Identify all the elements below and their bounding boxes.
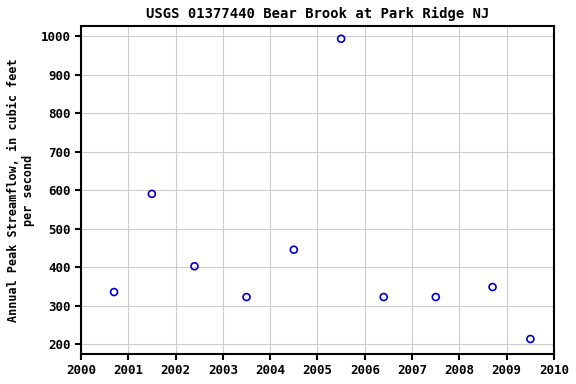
Point [109, 289, 119, 295]
Point [379, 294, 388, 300]
Point [190, 263, 199, 269]
Point [431, 294, 441, 300]
Point [147, 191, 157, 197]
Point [526, 336, 535, 342]
Point [289, 247, 298, 253]
Point [488, 284, 497, 290]
Point [242, 294, 251, 300]
Title: USGS 01377440 Bear Brook at Park Ridge NJ: USGS 01377440 Bear Brook at Park Ridge N… [146, 7, 489, 21]
Y-axis label: Annual Peak Streamflow, in cubic feet
per second: Annual Peak Streamflow, in cubic feet pe… [7, 58, 35, 322]
Point [336, 36, 346, 42]
